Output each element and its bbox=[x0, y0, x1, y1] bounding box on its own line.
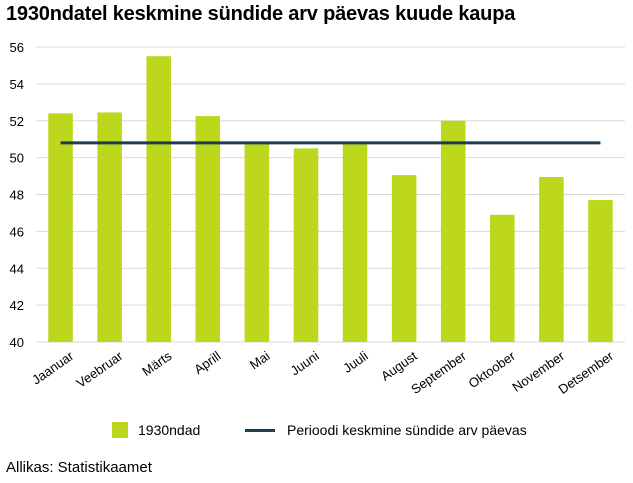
bar bbox=[539, 176, 564, 342]
legend-swatch-line bbox=[245, 428, 275, 432]
y-tick-label: 46 bbox=[10, 224, 24, 239]
legend-label-bars: 1930ndad bbox=[138, 422, 201, 438]
x-tick-label: Aprill bbox=[191, 348, 223, 377]
y-tick-label: 44 bbox=[10, 261, 24, 276]
x-tick-label: Detsember bbox=[555, 348, 616, 397]
x-tick-label: August bbox=[378, 348, 420, 384]
bar bbox=[48, 113, 73, 342]
bar bbox=[440, 120, 466, 342]
y-tick-label: 56 bbox=[10, 40, 24, 55]
bar bbox=[146, 56, 171, 342]
x-tick-label: Juuni bbox=[288, 348, 322, 378]
gridlines bbox=[36, 46, 625, 343]
legend-swatch-bar bbox=[112, 422, 128, 438]
y-tick-label: 54 bbox=[10, 77, 24, 92]
chart-title: 1930ndatel keskmine sündide arv päevas k… bbox=[6, 3, 516, 25]
legend-item-bars: 1930ndad bbox=[112, 422, 200, 438]
legend-item-line: Perioodi keskmine sündide arv päevas bbox=[245, 422, 527, 438]
bar bbox=[293, 148, 319, 342]
bar bbox=[244, 142, 270, 342]
y-axis-ticks: 40 42 44 46 48 50 52 54 56 bbox=[10, 40, 24, 350]
x-tick-label: Juuli bbox=[340, 348, 371, 376]
bar-series bbox=[48, 56, 613, 342]
x-tick-label: Märts bbox=[139, 348, 175, 379]
bar bbox=[391, 175, 417, 342]
bar bbox=[490, 214, 515, 342]
x-tick-label: Mai bbox=[247, 348, 273, 372]
x-tick-label: Jaanuar bbox=[29, 348, 77, 388]
x-tick-label: September bbox=[408, 348, 469, 397]
y-tick-label: 48 bbox=[10, 188, 24, 203]
bar bbox=[342, 142, 368, 342]
x-tick-label: Veebruar bbox=[74, 348, 126, 391]
y-tick-label: 50 bbox=[10, 151, 24, 166]
y-tick-label: 40 bbox=[10, 335, 24, 350]
bar bbox=[195, 116, 221, 342]
source-note: Allikas: Statistikaamet bbox=[6, 459, 152, 476]
y-tick-label: 42 bbox=[10, 298, 24, 313]
legend: 1930ndad Perioodi keskmine sündide arv p… bbox=[0, 422, 633, 442]
bar bbox=[588, 200, 613, 342]
legend-label-line: Perioodi keskmine sündide arv päevas bbox=[287, 422, 527, 438]
bar bbox=[97, 112, 122, 342]
y-tick-label: 52 bbox=[10, 114, 24, 129]
